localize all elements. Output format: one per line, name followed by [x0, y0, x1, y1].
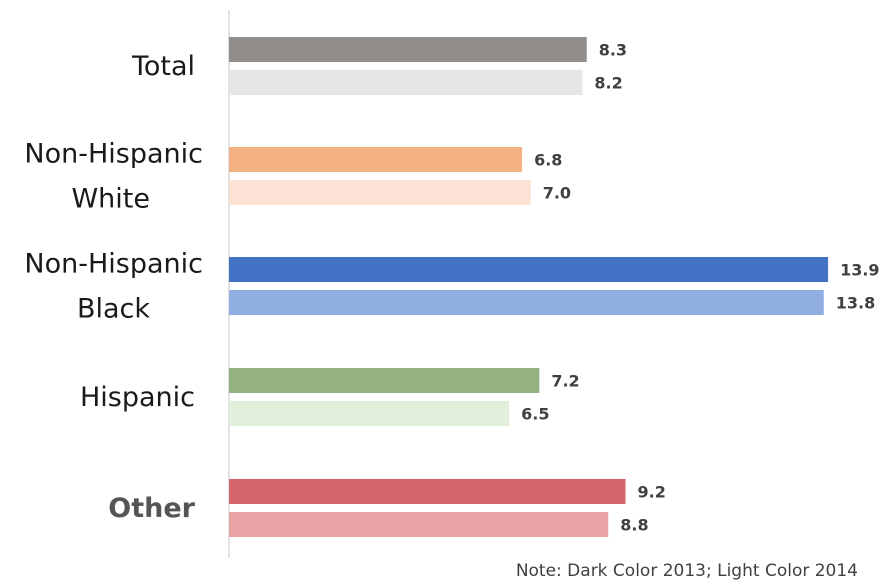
bar-chart: 8.3 8.2 Total 6.8 7.0 Non-Hispanic White 13.9 13… [0, 0, 886, 560]
bar-dark-4 [229, 479, 626, 504]
bar-light-4 [229, 512, 608, 537]
bar-dark-2 [229, 257, 828, 282]
bar-light-0 [229, 70, 582, 95]
bar-dark-1 [229, 147, 522, 172]
data-label: 6.5 [521, 405, 549, 424]
data-label: 8.2 [594, 74, 622, 93]
bar-light-1 [229, 180, 531, 205]
bar-light-3 [229, 401, 509, 426]
bar-dark-3 [229, 368, 539, 393]
bar-dark-0 [229, 37, 587, 62]
data-label: 8.8 [620, 516, 648, 535]
data-label: 7.0 [543, 184, 571, 203]
category-label: Total [131, 51, 195, 82]
data-label: 13.9 [840, 261, 879, 280]
chart-note: Note: Dark Color 2013; Light Color 2014 [516, 561, 858, 581]
bar-light-2 [229, 290, 824, 315]
category-label: Other [108, 493, 195, 524]
category-label: Non-Hispanic Black [24, 249, 203, 325]
category-label: Non-Hispanic White [24, 139, 203, 215]
data-label: 6.8 [534, 151, 562, 170]
category-label: Hispanic [80, 382, 195, 413]
data-label: 13.8 [836, 294, 875, 313]
data-label: 8.3 [599, 41, 627, 60]
data-label: 9.2 [638, 483, 666, 502]
data-label: 7.2 [551, 372, 579, 391]
